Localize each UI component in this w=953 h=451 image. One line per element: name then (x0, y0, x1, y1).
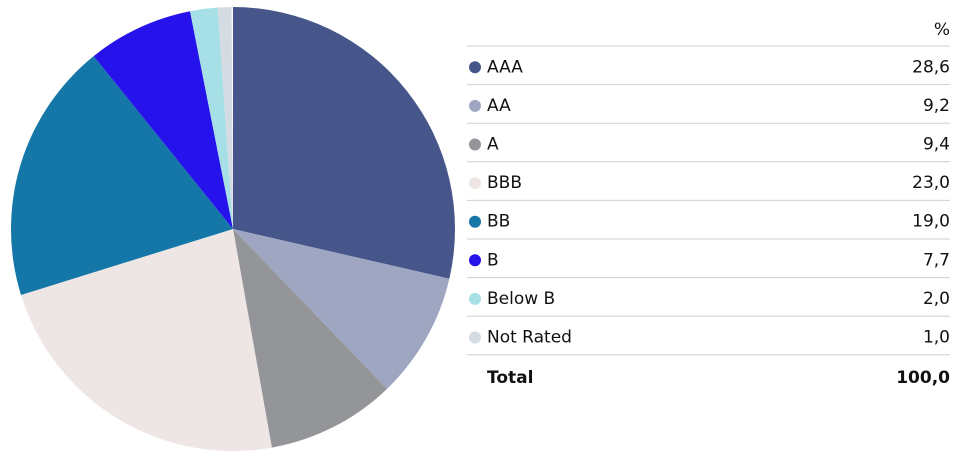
pie-slice (11, 56, 234, 295)
legend-marker (469, 215, 481, 228)
value-label: 9,2 (923, 96, 950, 116)
legend-label: AAA (487, 57, 523, 77)
legend-marker (469, 99, 481, 112)
legend-marker (469, 254, 481, 267)
pie-slice (233, 229, 450, 389)
value-label: 1,0 (923, 328, 950, 348)
value-label: 7,7 (923, 250, 950, 270)
value-label: 2,0 (923, 289, 950, 309)
legend-label: BBB (487, 173, 522, 193)
legend-label: Not Rated (487, 328, 572, 348)
legend-label: BB (487, 212, 510, 232)
value-label: 19,0 (912, 212, 950, 232)
unit-header: % (934, 20, 950, 40)
pie-slice (21, 229, 272, 451)
legend-label: AA (487, 96, 511, 116)
pie-slice (233, 229, 387, 448)
total-label: Total (487, 368, 533, 388)
value-label: 23,0 (912, 173, 950, 193)
value-label: 9,4 (923, 135, 950, 155)
legend-marker (469, 292, 481, 305)
value-label: 28,6 (912, 57, 950, 77)
legend-label: Below B (487, 289, 555, 309)
pie-slice (93, 11, 233, 229)
legend-marker (469, 177, 481, 190)
pie-slice (190, 7, 233, 229)
legend-label: A (487, 135, 499, 155)
legend-marker (469, 61, 481, 74)
pie-slice (233, 7, 456, 279)
total-value: 100,0 (896, 368, 950, 388)
pie-slice (217, 7, 233, 230)
legend-marker (469, 331, 481, 344)
legend-marker (469, 138, 481, 151)
legend-label: B (487, 250, 499, 270)
